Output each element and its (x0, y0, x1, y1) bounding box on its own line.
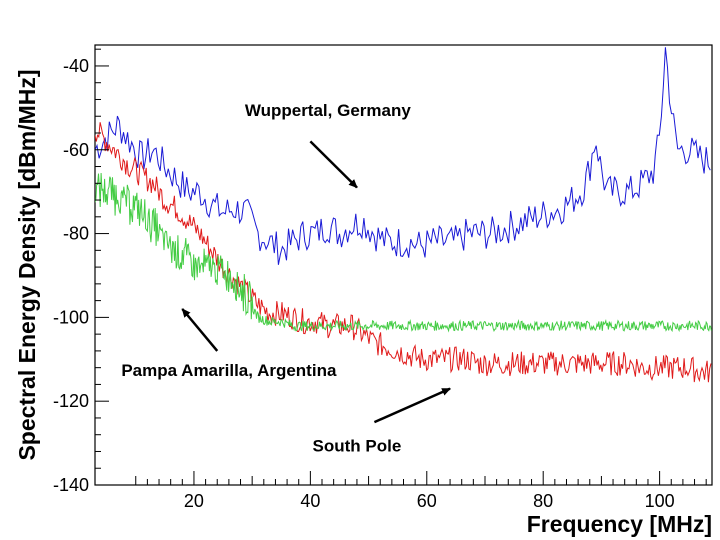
series-line-3 (95, 172, 712, 333)
x-tick-label: 60 (417, 491, 437, 511)
x-tick-label: 20 (184, 491, 204, 511)
x-tick-label: 100 (645, 491, 675, 511)
x-axis-title: Frequency [MHz] (527, 511, 712, 537)
annotation-layer: Wuppertal, Germany Pampa Amarilla, Argent… (121, 101, 451, 455)
annotation-arrow-3 (373, 387, 451, 424)
y-tick-label: -60 (63, 140, 89, 160)
series-line-1 (95, 47, 711, 265)
annotation-label-1: Wuppertal, Germany (245, 101, 411, 120)
axes-layer: 20 40 60 80 100 -140 -120 -100 -80 -60 -40 (53, 48, 707, 511)
annotation-label-3: South Pole (313, 436, 402, 455)
y-tick-label: -100 (53, 307, 89, 327)
y-tick-label: -120 (53, 391, 89, 411)
annotation-arrow-2 (181, 308, 219, 352)
series-line-2 (95, 122, 712, 383)
y-tick-label: -80 (63, 224, 89, 244)
annotation-arrow-1 (309, 140, 358, 189)
y-axis-title: Spectral Energy Density [dBm/MHz] (14, 69, 40, 460)
annotation-label-2: Pampa Amarilla, Argentina (121, 361, 337, 380)
x-tick-label: 40 (300, 491, 320, 511)
x-tick-label: 80 (533, 491, 553, 511)
y-tick-label: -140 (53, 475, 89, 495)
series-layer (95, 47, 712, 383)
y-tick-label: -40 (63, 56, 89, 76)
